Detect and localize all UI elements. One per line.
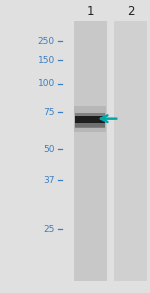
Text: 150: 150 xyxy=(38,56,55,64)
Text: 75: 75 xyxy=(43,108,55,117)
Text: 250: 250 xyxy=(38,37,55,45)
Text: 50: 50 xyxy=(43,145,55,154)
Bar xyxy=(75,113,105,128)
Text: 100: 100 xyxy=(38,79,55,88)
Text: 1: 1 xyxy=(86,5,94,18)
Bar xyxy=(74,105,106,132)
Bar xyxy=(75,122,105,127)
Text: 2: 2 xyxy=(127,5,134,18)
Text: 37: 37 xyxy=(43,176,55,185)
Text: 25: 25 xyxy=(43,225,55,234)
Bar xyxy=(74,21,106,281)
Bar xyxy=(114,21,147,281)
Bar xyxy=(75,116,105,123)
